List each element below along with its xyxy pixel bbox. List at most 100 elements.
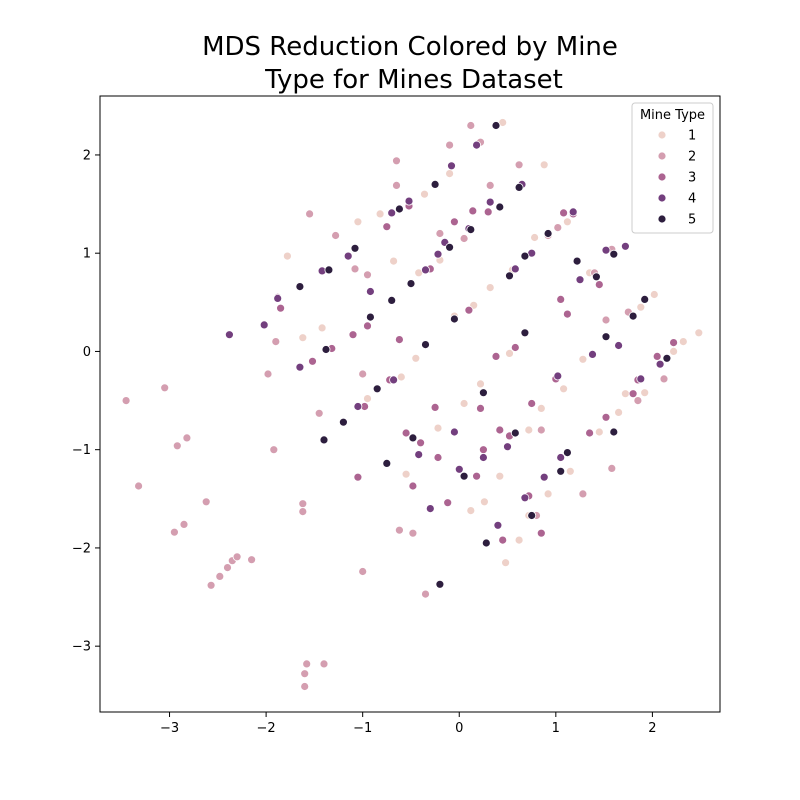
- data-point-type-2: [223, 563, 232, 572]
- data-point-type-4: [588, 349, 597, 359]
- x-tick-label: −3: [160, 721, 179, 736]
- data-point-type-5: [408, 433, 418, 443]
- data-point-type-4: [556, 453, 566, 462]
- data-point-type-3: [472, 471, 482, 481]
- x-tick-label: 1: [552, 721, 560, 736]
- x-tick-label: −1: [353, 721, 372, 736]
- data-point-type-2: [201, 497, 211, 507]
- data-point-type-3: [536, 528, 546, 538]
- data-point-type-1: [543, 489, 553, 499]
- data-point-type-3: [498, 535, 508, 545]
- data-point-type-2: [659, 374, 669, 384]
- data-point-type-1: [640, 388, 650, 398]
- data-point-type-2: [121, 396, 131, 406]
- data-point-type-1: [578, 354, 588, 364]
- y-tick-label: −1: [72, 443, 91, 458]
- data-point-type-2: [445, 140, 455, 150]
- data-point-type-2: [363, 270, 372, 280]
- data-point-type-4: [636, 374, 646, 384]
- data-point-type-3: [556, 294, 566, 304]
- data-point-type-1: [621, 389, 630, 399]
- data-point-type-1: [298, 333, 308, 343]
- data-point-type-3: [430, 402, 440, 412]
- data-point-type-5: [510, 428, 520, 438]
- data-point-type-4: [614, 341, 623, 350]
- data-point-type-2: [263, 369, 273, 379]
- data-point-type-4: [404, 196, 414, 206]
- data-point-type-5: [321, 345, 331, 354]
- data-point-type-2: [298, 499, 308, 509]
- data-point-type-3: [353, 472, 363, 482]
- data-point-type-2: [298, 507, 308, 517]
- data-point-type-5: [609, 427, 619, 437]
- data-point-type-5: [491, 121, 501, 130]
- data-point-type-1: [505, 348, 514, 358]
- data-point-type-5: [406, 279, 416, 289]
- data-point-type-3: [449, 217, 459, 227]
- data-point-type-5: [592, 272, 601, 282]
- data-point-type-4: [520, 493, 530, 503]
- data-point-type-2: [466, 121, 476, 130]
- data-point-type-5: [527, 511, 537, 520]
- y-tick-label: 1: [83, 247, 91, 262]
- data-point-type-3: [594, 280, 604, 290]
- data-points: [121, 118, 704, 691]
- data-point-type-4: [510, 264, 520, 274]
- data-point-type-2: [300, 669, 310, 679]
- data-point-type-5: [628, 311, 638, 321]
- data-point-type-1: [476, 379, 485, 389]
- data-point-type-3: [483, 207, 493, 217]
- data-point-type-1: [524, 425, 534, 435]
- data-point-type-4: [485, 197, 495, 207]
- data-point-type-2: [392, 180, 401, 190]
- data-point-type-3: [669, 338, 678, 348]
- data-point-type-3: [468, 206, 478, 216]
- data-point-type-2: [536, 425, 546, 435]
- plot-frame: [99, 95, 721, 713]
- data-point-type-1: [563, 217, 572, 227]
- data-point-type-5: [572, 256, 582, 266]
- data-point-type-2: [182, 433, 192, 443]
- data-point-type-1: [433, 423, 443, 433]
- data-point-type-4: [568, 207, 578, 217]
- data-point-type-4: [365, 287, 375, 296]
- x-tick-label: 0: [455, 721, 463, 736]
- data-point-type-5: [382, 458, 392, 468]
- data-point-type-4: [387, 208, 397, 218]
- data-point-type-2: [350, 264, 360, 274]
- data-point-type-3: [348, 330, 358, 340]
- data-point-type-2: [206, 580, 216, 590]
- data-point-type-2: [392, 156, 401, 166]
- data-point-type-5: [505, 271, 514, 281]
- data-point-type-4: [224, 330, 234, 340]
- data-point-type-1: [594, 427, 604, 437]
- data-point-type-4: [421, 265, 430, 275]
- data-point-type-5: [365, 312, 375, 322]
- data-point-type-5: [459, 471, 469, 481]
- data-point-type-4: [414, 450, 424, 460]
- data-point-type-1: [353, 217, 363, 227]
- chart-title-line-1: MDS Reduction Colored by Mine: [202, 32, 618, 62]
- data-point-type-2: [459, 234, 469, 243]
- data-point-type-2: [331, 231, 341, 240]
- legend-label-5: 5: [688, 213, 696, 228]
- data-point-type-5: [421, 340, 430, 350]
- data-point-type-4: [449, 427, 459, 437]
- legend: Mine Type 1 2 3 4 5: [631, 102, 714, 234]
- data-point-type-4: [553, 371, 563, 381]
- data-point-type-1: [536, 403, 546, 413]
- data-point-type-1: [539, 160, 549, 170]
- data-point-type-2: [485, 180, 495, 190]
- data-point-type-5: [563, 448, 572, 458]
- data-point-type-4: [601, 245, 611, 255]
- data-point-type-3: [416, 438, 426, 448]
- data-point-type-3: [433, 453, 443, 462]
- data-point-type-5: [430, 179, 440, 189]
- data-point-type-4: [295, 362, 305, 372]
- data-point-type-1: [501, 558, 511, 568]
- data-point-type-4: [472, 140, 482, 150]
- data-point-type-1: [445, 169, 455, 179]
- data-point-type-2: [314, 408, 324, 418]
- data-point-type-5: [372, 384, 382, 394]
- data-point-type-5: [435, 579, 445, 589]
